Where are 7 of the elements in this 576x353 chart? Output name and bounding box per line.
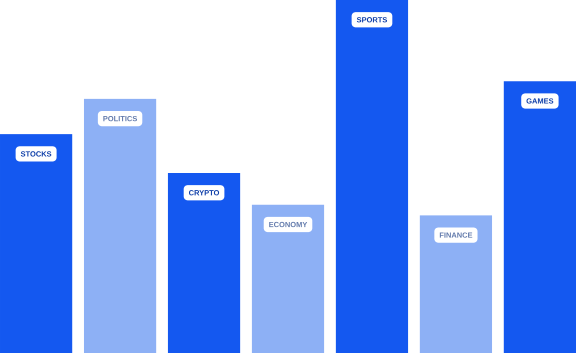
bar xyxy=(420,215,492,353)
bar xyxy=(504,81,576,353)
bar xyxy=(168,172,240,353)
bar xyxy=(252,204,324,353)
bar xyxy=(0,134,72,353)
bar xyxy=(336,0,408,353)
bar xyxy=(84,98,156,353)
